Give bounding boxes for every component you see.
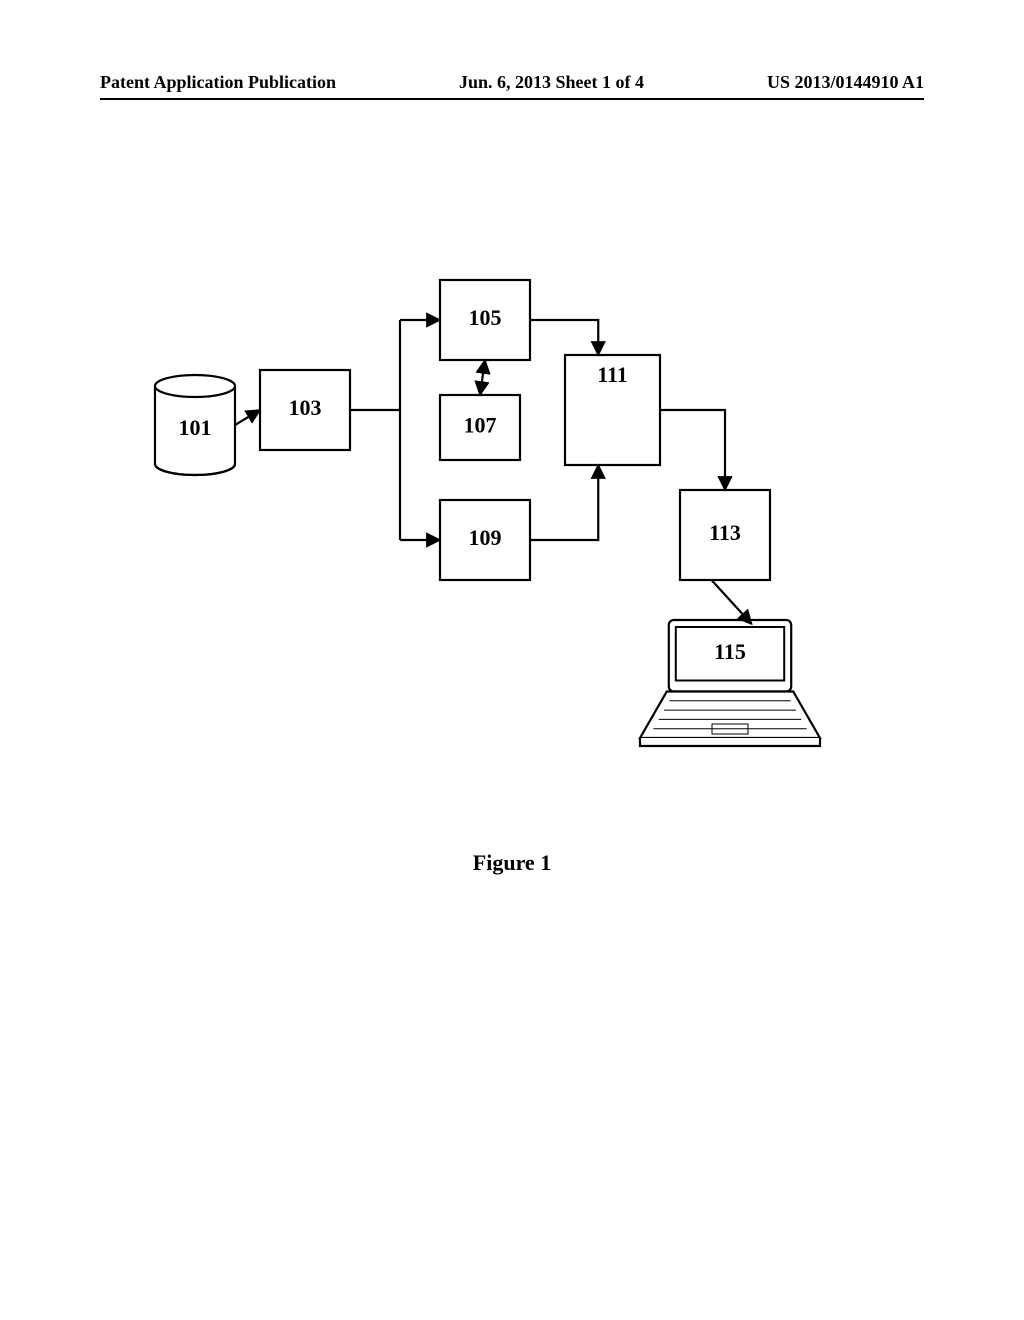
figure-caption: Figure 1 xyxy=(0,850,1024,876)
svg-text:105: 105 xyxy=(469,305,502,330)
svg-text:113: 113 xyxy=(709,520,741,545)
svg-text:101: 101 xyxy=(179,415,212,440)
svg-text:109: 109 xyxy=(469,525,502,550)
svg-text:103: 103 xyxy=(289,395,322,420)
svg-text:115: 115 xyxy=(714,639,746,664)
diagram: 101 103 105 107 109 111 113 115 xyxy=(0,0,1024,1320)
svg-text:111: 111 xyxy=(597,362,628,387)
svg-text:107: 107 xyxy=(464,413,497,438)
page: Patent Application Publication Jun. 6, 2… xyxy=(0,0,1024,1320)
